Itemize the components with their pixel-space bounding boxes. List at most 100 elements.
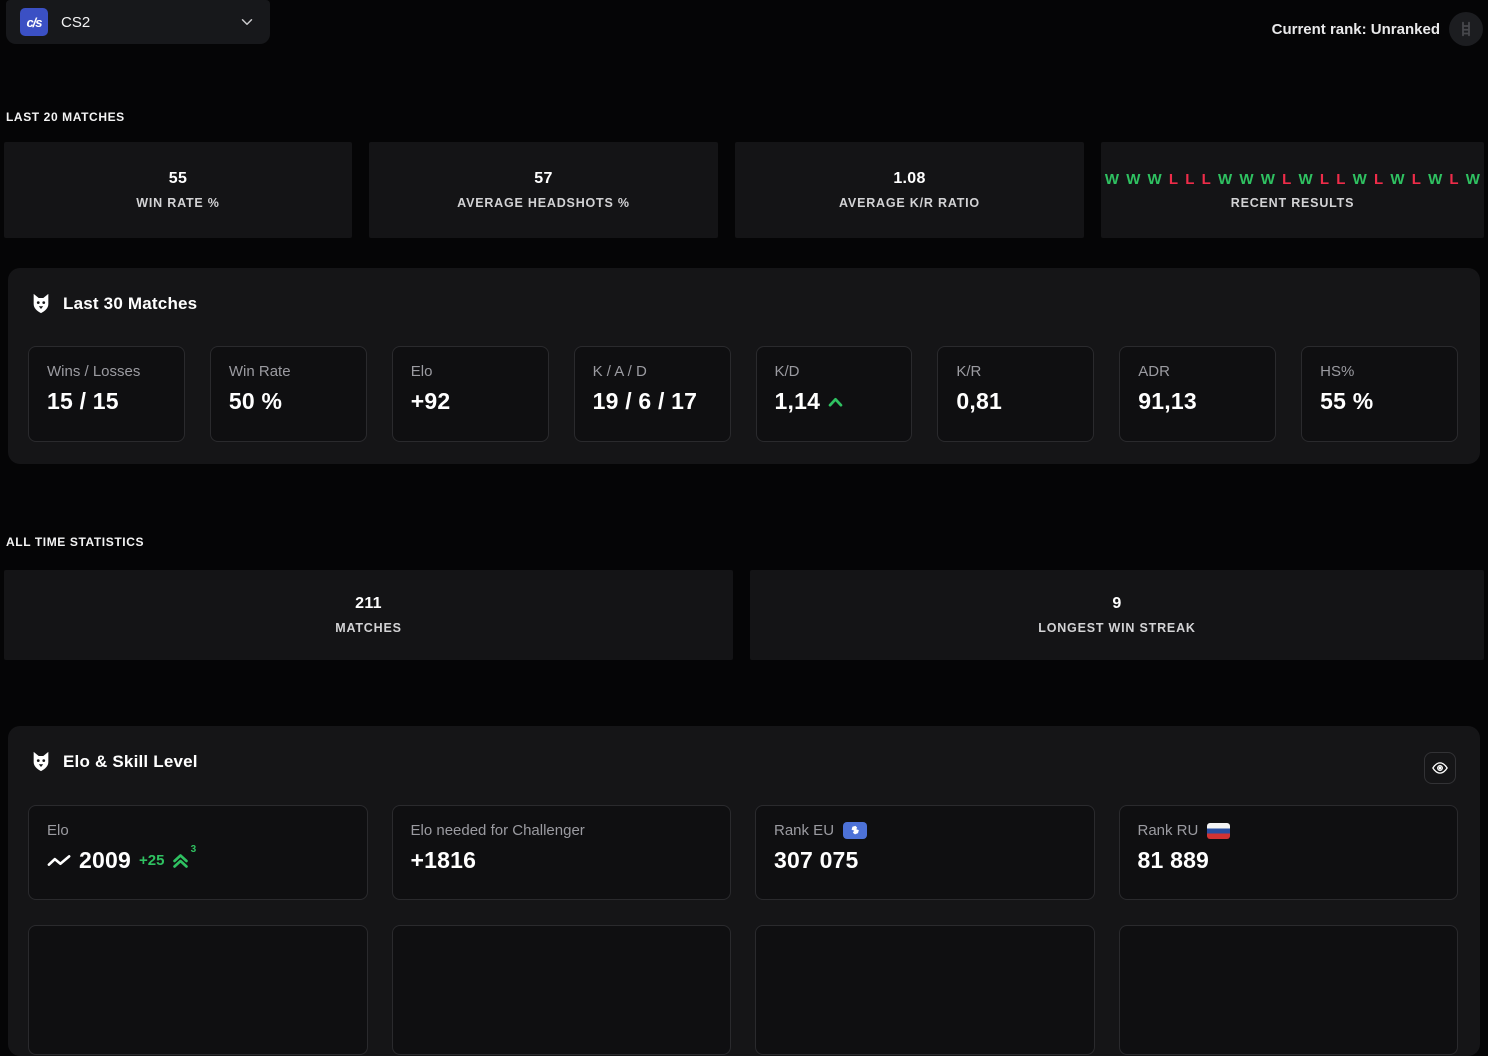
result-letter: W bbox=[1104, 170, 1120, 188]
tile-label: Wins / Losses bbox=[47, 363, 141, 380]
stat-card-longest-win-streak: 9 LONGEST WIN STREAK bbox=[750, 570, 1484, 660]
tile-label: Elo bbox=[47, 822, 69, 839]
tile-label: Elo needed for Challenger bbox=[410, 822, 585, 839]
result-letter: W bbox=[1218, 170, 1233, 188]
wolf-icon bbox=[30, 293, 52, 315]
elo-skill-level-panel: Elo & Skill Level Elo 2009 +25 3 bbox=[8, 726, 1480, 1056]
elo-streak-count: 3 bbox=[190, 843, 197, 855]
stat-card-avg-headshots: 57 AVERAGE HEADSHOTS % bbox=[369, 142, 718, 238]
game-selector-dropdown[interactable]: c/s CS2 bbox=[6, 0, 270, 44]
tile-elo-current: Elo 2009 +25 3 bbox=[28, 805, 368, 900]
avg-kr-ratio-value: 1.08 bbox=[893, 170, 926, 187]
stat-card-matches: 211 MATCHES bbox=[4, 570, 733, 660]
result-letter: W bbox=[1428, 170, 1443, 188]
recent-results-label: RECENT RESULTS bbox=[1230, 195, 1355, 210]
result-letter: W bbox=[1352, 170, 1367, 188]
cs2-logo-icon: c/s bbox=[20, 8, 48, 36]
result-letter: W bbox=[1147, 170, 1162, 188]
tile-label: Rank RU bbox=[1137, 822, 1199, 839]
stat-card-avg-kr-ratio: 1.08 AVERAGE K/R RATIO bbox=[735, 142, 1084, 238]
tile-value: 50 % bbox=[228, 388, 283, 414]
matches-value: 211 bbox=[355, 595, 382, 612]
tile-kr: K/R 0,81 bbox=[937, 346, 1095, 442]
double-chevron-up-icon bbox=[172, 853, 189, 869]
win-rate-label: WIN RATE % bbox=[136, 196, 220, 210]
tile-clipped bbox=[391, 925, 731, 1055]
matches-label: MATCHES bbox=[335, 621, 402, 635]
result-letter: L bbox=[1373, 170, 1384, 188]
tile-win-rate: Win Rate 50 % bbox=[209, 346, 367, 442]
tile-label: Elo bbox=[410, 363, 433, 380]
tile-elo: Elo +92 bbox=[391, 346, 549, 442]
tile-adr: ADR 91,13 bbox=[1119, 346, 1277, 442]
all-time-stat-row: 211 MATCHES 9 LONGEST WIN STREAK bbox=[4, 570, 1484, 660]
tile-label: Rank EU bbox=[774, 822, 835, 839]
last-30-matches-title: Last 30 Matches bbox=[63, 294, 198, 313]
eye-icon bbox=[1431, 759, 1449, 777]
avg-headshots-label: AVERAGE HEADSHOTS % bbox=[457, 196, 630, 210]
tile-clipped bbox=[28, 925, 368, 1055]
longest-win-streak-label: LONGEST WIN STREAK bbox=[1038, 621, 1196, 635]
game-selector-label: CS2 bbox=[61, 13, 91, 31]
result-letter: W bbox=[1465, 170, 1481, 188]
tile-kad: K / A / D 19 / 6 / 17 bbox=[573, 346, 731, 442]
result-letter: L bbox=[1282, 170, 1292, 188]
last-30-matches-panel: Last 30 Matches Wins / Losses 15 / 15 Wi… bbox=[8, 268, 1480, 464]
stat-card-win-rate: 55 WIN RATE % bbox=[4, 142, 352, 238]
section-title-last-20-matches: LAST 20 MATCHES bbox=[6, 110, 125, 124]
chevron-down-icon bbox=[238, 13, 256, 31]
result-letter: W bbox=[1298, 170, 1313, 188]
tile-value: +92 bbox=[410, 388, 451, 414]
elo-delta: +25 bbox=[138, 852, 165, 869]
elo-value: 2009 bbox=[79, 847, 131, 873]
wolf-icon bbox=[30, 751, 52, 773]
last-20-stat-row: 55 WIN RATE % 57 AVERAGE HEADSHOTS % 1.0… bbox=[4, 142, 1484, 238]
tile-label: Win Rate bbox=[228, 363, 291, 380]
europe-badge-icon bbox=[843, 822, 868, 839]
elo-skill-level-title: Elo & Skill Level bbox=[63, 752, 198, 771]
avg-kr-ratio-label: AVERAGE K/R RATIO bbox=[839, 196, 980, 210]
tile-rank-eu: Rank EU 307 075 bbox=[755, 805, 1095, 900]
tile-value: 0,81 bbox=[956, 388, 1002, 414]
tile-value: 55 % bbox=[1320, 388, 1374, 414]
tile-label: K/D bbox=[774, 363, 800, 380]
result-letter: W bbox=[1239, 170, 1254, 188]
tile-value: 19 / 6 / 17 bbox=[592, 388, 698, 414]
tile-label: K/R bbox=[956, 363, 982, 380]
tile-value: 307 075 bbox=[774, 847, 859, 873]
result-letter: L bbox=[1449, 170, 1459, 188]
last-30-tiles-row: Wins / Losses 15 / 15 Win Rate 50 % Elo … bbox=[28, 346, 1458, 442]
tile-kd: K/D 1,14 bbox=[755, 346, 913, 442]
elo-skill-level-header: Elo & Skill Level bbox=[30, 751, 198, 773]
chevron-up-icon bbox=[828, 397, 843, 407]
longest-win-streak-value: 9 bbox=[1112, 595, 1122, 612]
tile-label: K / A / D bbox=[592, 363, 647, 380]
toggle-visibility-button[interactable] bbox=[1424, 752, 1456, 784]
tile-value: 15 / 15 bbox=[47, 388, 119, 414]
tile-value: 91,13 bbox=[1138, 388, 1197, 414]
tile-clipped bbox=[755, 925, 1095, 1055]
result-letter: L bbox=[1168, 170, 1179, 188]
result-letter: W bbox=[1126, 170, 1141, 188]
result-letter: W bbox=[1260, 170, 1276, 188]
tile-value: 1,14 bbox=[774, 388, 821, 414]
rank-avatar bbox=[1449, 12, 1483, 46]
tile-value: +1816 bbox=[410, 847, 477, 873]
result-letter: L bbox=[1411, 170, 1422, 188]
activity-icon bbox=[47, 853, 71, 868]
result-letter: L bbox=[1185, 170, 1195, 188]
current-rank: Current rank: Unranked bbox=[1272, 0, 1483, 58]
ladder-icon bbox=[1457, 20, 1475, 38]
tile-rank-ru: Rank RU 81 889 bbox=[1118, 805, 1458, 900]
elo-tiles-row-clipped bbox=[28, 925, 1458, 1055]
russia-flag-icon bbox=[1207, 822, 1231, 839]
current-rank-label: Current rank: Unranked bbox=[1271, 20, 1440, 38]
result-letter: W bbox=[1390, 170, 1405, 188]
tile-wins-losses: Wins / Losses 15 / 15 bbox=[28, 346, 185, 442]
tile-hs-percent: HS% 55 % bbox=[1301, 346, 1458, 442]
tile-clipped bbox=[1118, 925, 1458, 1055]
tile-label: ADR bbox=[1138, 363, 1170, 380]
tile-value: 81 889 bbox=[1137, 847, 1210, 873]
tile-label: HS% bbox=[1320, 363, 1355, 380]
